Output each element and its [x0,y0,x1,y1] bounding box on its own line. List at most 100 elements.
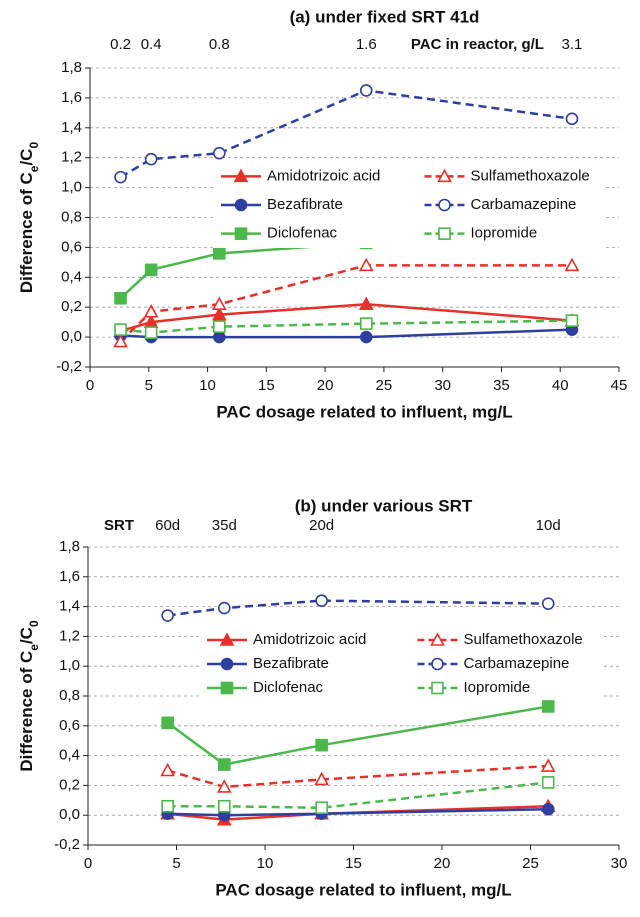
x-tick-label: 10 [199,377,216,394]
legend-label: Amidotrizoic acid [267,167,380,184]
y-tick-label: 0,4 [61,268,82,285]
series-line [120,328,573,339]
y-tick-label: 0,4 [59,747,80,764]
marker [143,304,159,318]
marker [144,152,158,166]
legend-box [199,628,604,700]
y-tick-label: 1,2 [59,627,80,644]
y-axis-label-part: Difference of C [17,172,36,293]
marker [541,802,555,816]
legend-label: Sulfamethoxazole [471,167,590,184]
marker [161,799,174,813]
marker [430,632,445,646]
marker [160,762,175,777]
top-tick-label: 1.6 [356,36,377,53]
marker [541,597,555,610]
marker [359,330,373,344]
x-tick-label: 30 [434,377,451,394]
series-line [167,764,549,789]
legend-label: Amidotrizoic acid [253,631,366,648]
y-tick-label: -0,2 [56,358,82,375]
marker [213,330,226,344]
legend-label: Carbamazepine [464,655,570,672]
top-axis-label: PAC in reactor, g/L [411,36,544,53]
marker [431,681,444,695]
marker [144,263,158,277]
marker [161,609,174,622]
marker [114,323,127,336]
x-tick-label: 20 [434,855,451,872]
x-tick-label: 10 [257,855,274,872]
marker [217,799,231,813]
y-axis-label-part: Difference of C [17,651,36,772]
marker [359,317,373,330]
chart-title: (a) under fixed SRT 41d [290,7,480,26]
marker [144,326,158,339]
marker [540,758,556,772]
marker [315,738,328,752]
top-tick-label: 20d [309,517,334,534]
y-axis-label-part: /C [17,149,36,166]
marker [213,146,226,160]
x-axis-label: PAC dosage related to influent, mg/L [216,402,512,421]
marker [211,307,227,321]
top-tick-label: 3.1 [562,36,583,53]
y-tick-label: -0,2 [54,836,80,853]
legend-box [213,162,604,248]
y-tick-label: 0,6 [59,717,80,734]
y-axis-label-part: e [27,165,41,172]
marker [213,247,226,260]
marker [359,84,373,97]
y-axis-label: Difference of Ce/C0 [17,142,41,294]
y-axis-label-part: e [27,644,41,651]
marker [233,168,249,183]
series-line [167,807,549,817]
x-tick-label: 0 [84,855,92,872]
legend-label: Iopromide [471,225,538,242]
y-tick-label: 1,6 [61,89,82,106]
top-tick-label: 0.8 [209,36,230,53]
y-axis-label: Difference of Ce/C0 [17,620,41,772]
y-tick-label: 0,2 [61,298,82,315]
marker [564,257,580,272]
legend-label: Bezafibrate [267,196,343,213]
y-tick-label: 0,0 [59,806,80,823]
legend-label: Bezafibrate [253,655,329,672]
y-tick-label: 1,8 [61,59,82,76]
series-line [119,89,573,179]
x-tick-label: 25 [376,377,393,394]
marker [315,801,328,815]
y-tick-label: 1,0 [61,179,82,196]
marker [541,776,555,789]
x-tick-label: 0 [86,377,94,394]
y-tick-label: 1,2 [61,149,82,166]
series-line [166,705,549,766]
marker [565,112,579,126]
marker [216,779,232,793]
top-tick-label: 35d [212,517,237,534]
marker [234,227,248,240]
legend-label: Sulfamethoxazole [464,631,583,648]
y-tick-label: 1,6 [59,568,80,585]
x-tick-label: 45 [611,377,628,394]
top-tick-label: 0.2 [110,36,131,53]
marker [431,657,444,671]
top-tick-label: 10d [536,517,561,534]
legend-label: Diclofenac [267,225,338,242]
chart-title: (b) under various SRT [295,496,473,515]
marker [565,314,579,327]
x-tick-label: 20 [317,377,334,394]
y-tick-label: 0,8 [61,208,82,225]
x-tick-label: 35 [493,377,510,394]
x-tick-label: 25 [522,855,539,872]
marker [358,257,374,272]
y-tick-label: 0,6 [61,238,82,255]
marker [220,681,234,695]
x-tick-label: 5 [172,855,180,872]
y-axis-label-part: 0 [27,142,41,149]
y-axis-label-part: /C [17,627,36,644]
marker [219,632,235,646]
marker [315,594,328,607]
top-tick-label: 0.4 [141,36,162,53]
